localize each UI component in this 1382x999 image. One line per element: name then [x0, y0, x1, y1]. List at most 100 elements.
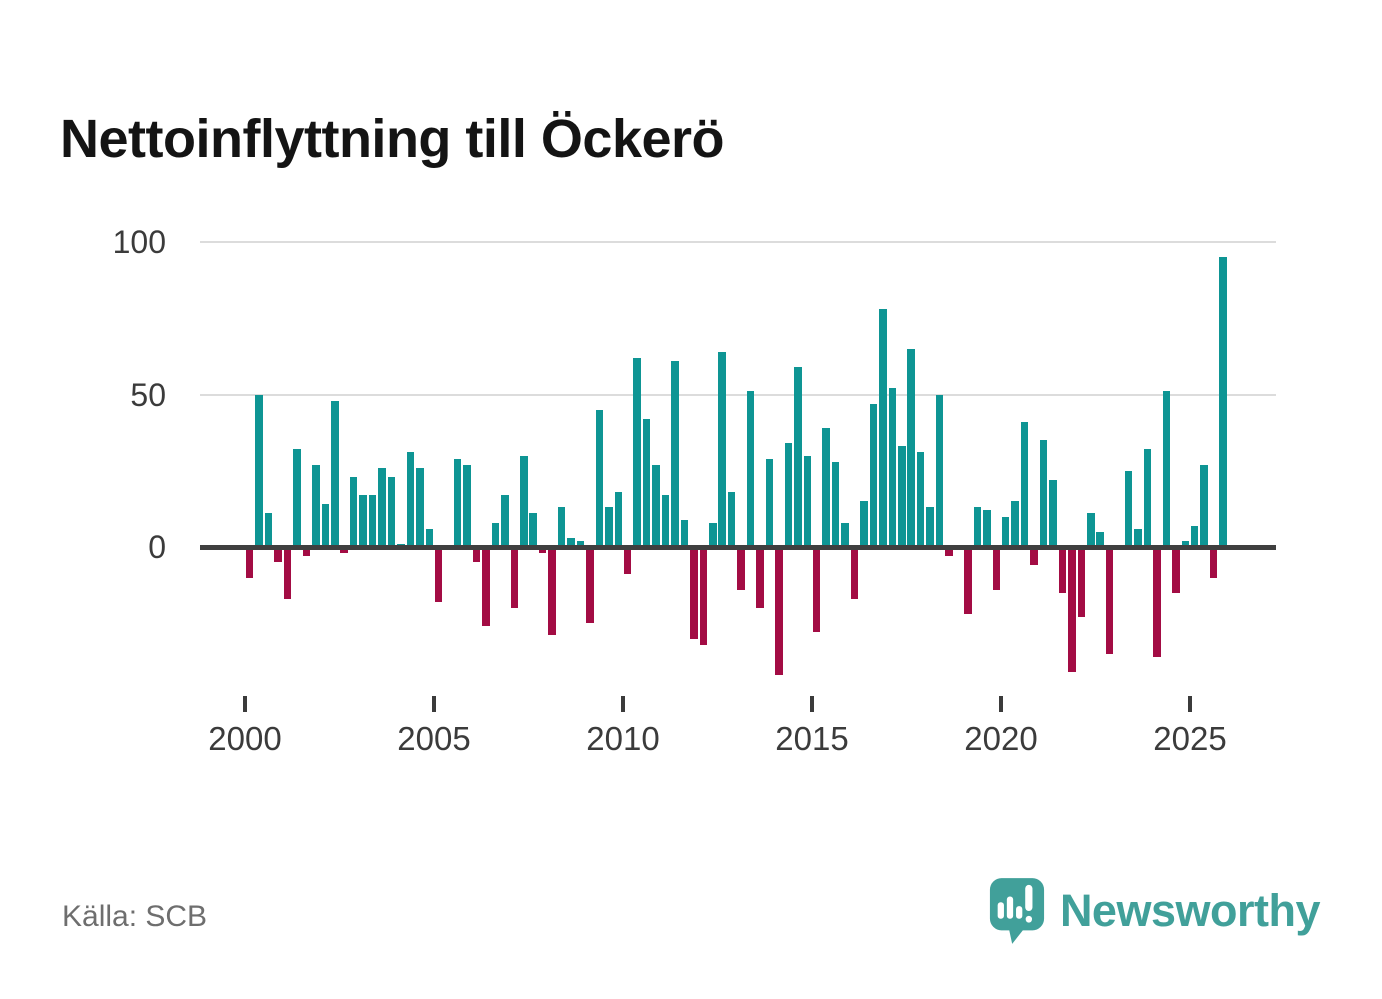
- bar-2012Q3: [718, 351, 726, 547]
- bar-2007Q4: [538, 547, 547, 554]
- bar-2000Q2: [255, 394, 263, 547]
- bar-2025Q2: [1200, 464, 1208, 547]
- x-axis-line: [200, 544, 1276, 550]
- bar-2011Q4: [690, 547, 698, 639]
- bar-2010Q4: [652, 464, 660, 547]
- bar-2001Q1: [283, 547, 292, 599]
- bar-2006Q4: [501, 495, 509, 547]
- x-axis-label-2010: 2010: [586, 720, 660, 757]
- bar-2002Q1: [321, 504, 330, 547]
- x-axis-tick-2005: [432, 696, 436, 712]
- bar-2016Q1: [850, 547, 859, 599]
- y-axis-label-100: 100: [112, 224, 166, 260]
- bar-2003Q3: [378, 467, 386, 547]
- bar-2008Q2: [557, 507, 566, 547]
- bar-2021Q2: [1049, 479, 1057, 547]
- x-axis-label-2015: 2015: [775, 720, 849, 757]
- bar-2014Q3: [794, 367, 802, 547]
- bar-2018Q1: [926, 507, 934, 547]
- bar-2011Q1: [661, 495, 670, 547]
- bar-2015Q2: [822, 428, 830, 547]
- gridline-100: [200, 241, 1276, 243]
- gridline-50: [200, 393, 1276, 396]
- bar-2013Q2: [746, 391, 755, 547]
- bar-2009Q1: [586, 547, 594, 624]
- bar-2004Q4: [425, 528, 434, 547]
- bar-2012Q4: [727, 492, 736, 547]
- bar-2022Q3: [1096, 531, 1104, 547]
- bar-2022Q4: [1105, 547, 1114, 654]
- bar-2024Q3: [1172, 547, 1180, 593]
- bar-2023Q3: [1134, 528, 1142, 547]
- bar-2011Q2: [671, 360, 679, 547]
- x-axis-tick-2020: [999, 696, 1003, 712]
- bar-2017Q1: [888, 388, 897, 547]
- bar-2010Q3: [642, 418, 651, 547]
- bar-2015Q3: [831, 461, 840, 547]
- bar-2022Q1: [1077, 547, 1086, 618]
- bar-2020Q3: [1020, 421, 1029, 547]
- bar-2004Q2: [406, 452, 415, 547]
- bar-2013Q4: [765, 458, 774, 547]
- bar-2023Q2: [1124, 470, 1133, 547]
- x-axis-label-2000: 2000: [208, 720, 282, 757]
- bar-2017Q3: [907, 348, 915, 547]
- bar-2004Q3: [416, 467, 424, 547]
- bar-2013Q3: [756, 547, 764, 608]
- bar-2025Q1: [1190, 525, 1199, 547]
- newsworthy-logo: Newsworthy: [988, 876, 1321, 946]
- x-axis-tick-2025: [1188, 696, 1192, 712]
- bar-2016Q4: [879, 309, 887, 547]
- bar-2002Q4: [349, 476, 358, 547]
- bar-2006Q1: [472, 547, 481, 563]
- bar-2003Q4: [387, 476, 396, 547]
- bar-2023Q4: [1143, 449, 1152, 547]
- bar-2016Q3: [869, 403, 878, 547]
- bar-2019Q1: [964, 547, 972, 615]
- page-title: Nettoinflyttning till Öckerö: [60, 109, 725, 170]
- bar-2005Q3: [453, 458, 462, 547]
- bar-2011Q3: [680, 519, 689, 547]
- bar-2002Q3: [340, 547, 348, 554]
- bar-2025Q4: [1219, 257, 1227, 547]
- bar-2022Q2: [1087, 513, 1095, 547]
- x-axis-tick-2000: [243, 696, 247, 712]
- bar-2012Q2: [709, 522, 717, 547]
- bar-2021Q3: [1058, 547, 1067, 593]
- bar-2020Q2: [1011, 501, 1019, 547]
- bar-2007Q2: [520, 455, 528, 547]
- x-axis-label-2005: 2005: [397, 720, 471, 757]
- bar-2002Q2: [331, 400, 339, 547]
- bar-2024Q4: [1181, 540, 1190, 547]
- x-axis-tick-2010: [621, 696, 625, 712]
- bar-2024Q1: [1153, 547, 1161, 657]
- y-axis-label-50: 50: [130, 376, 166, 413]
- bar-2019Q4: [992, 547, 1001, 590]
- bar-2021Q4: [1068, 547, 1076, 673]
- brand-wordmark: Newsworthy: [1059, 885, 1321, 936]
- bar-2005Q1: [434, 547, 443, 602]
- bar-2024Q2: [1162, 391, 1171, 547]
- bar-2013Q1: [737, 547, 745, 590]
- source-note: Källa: SCB: [62, 900, 208, 933]
- bar-2015Q1: [812, 547, 821, 633]
- bar-2006Q3: [491, 522, 500, 547]
- bar-2010Q2: [633, 357, 641, 547]
- bar-2018Q2: [935, 394, 944, 547]
- bar-2000Q3: [264, 513, 273, 547]
- bar-2000Q1: [245, 547, 254, 578]
- bar-2007Q3: [529, 513, 537, 547]
- x-axis-tick-2015: [810, 696, 814, 712]
- bar-2012Q1: [699, 547, 708, 645]
- bar-2019Q3: [983, 510, 991, 547]
- bar-2001Q3: [302, 547, 311, 557]
- bar-2009Q2: [595, 409, 604, 547]
- bar-2019Q2: [973, 507, 982, 547]
- bar-2010Q1: [623, 547, 632, 575]
- bar-2020Q1: [1001, 516, 1010, 547]
- bar-2025Q3: [1209, 547, 1218, 578]
- newsworthy-speech-bubble-chart-icon: [989, 878, 1045, 944]
- bar-2008Q3: [567, 537, 575, 547]
- bar-2000Q4: [274, 547, 282, 563]
- bar-2014Q2: [784, 443, 793, 547]
